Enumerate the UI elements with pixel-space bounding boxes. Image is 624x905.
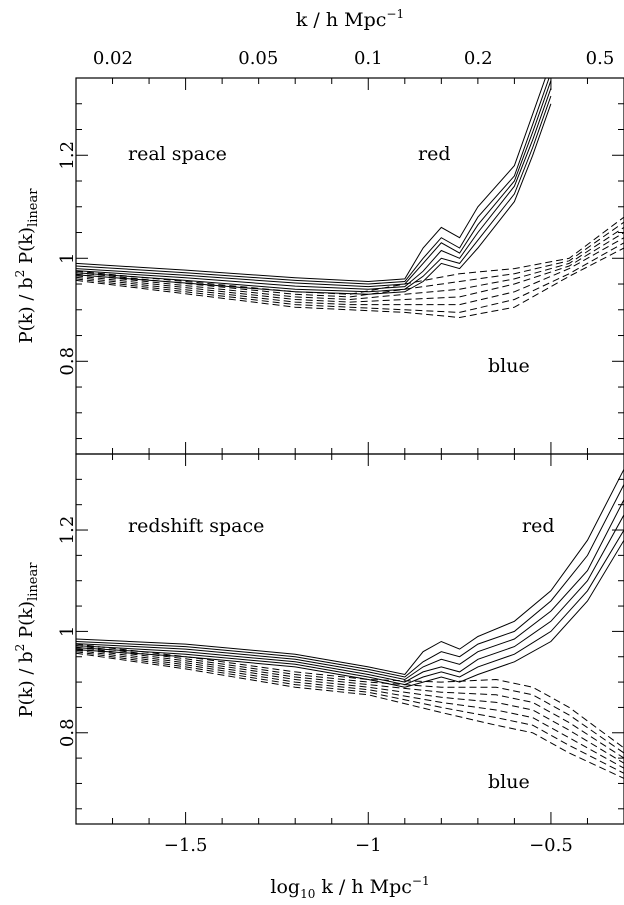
bottom-blue-series-line [76,643,624,749]
bottom-panel-lines [76,468,624,779]
bottom-red-series-line [76,499,624,681]
top-panel-annotation: real space [128,143,227,165]
k-tick-label-4: 0.5 [586,48,615,69]
bottom-y-tick-label-1: 1 [57,626,78,637]
bottom-blue-series-line [76,645,624,754]
bottom-y-tick-label-2: 1.2 [57,516,78,545]
bottom-y-tick-labels: 0.8 1 1.2 [57,516,78,747]
bottom-blue-label: blue [488,771,530,793]
k-tick-label-0: 0.02 [93,48,133,69]
top-blue-series-line [76,221,624,298]
top-axis-label: k / h Mpc−1 [296,7,404,31]
bottom-blue-series-line [76,651,624,774]
top-k-tick-labels: 0.02 0.05 0.1 0.2 0.5 [93,48,614,69]
top-panel-ticks [75,77,624,454]
top-blue-series-line [76,226,624,301]
bottom-red-series-line [76,484,624,678]
top-blue-label: blue [488,355,530,377]
top-y-axis-label: P(k) / b2 P(k)linear [13,188,41,344]
top-blue-series-line [76,232,624,303]
top-red-series-line [76,78,546,283]
top-red-series-line [76,78,550,285]
x-tick-label-2: −0.5 [529,835,573,856]
top-blue-series-line [76,237,624,306]
bottom-panel-annotation: redshift space [128,515,264,537]
top-blue-series-line [76,242,624,313]
bottom-red-label: red [522,515,555,537]
bottom-red-series-line [76,468,624,676]
top-blue-series-line [76,216,624,295]
bottom-blue-series-line [76,648,624,764]
bottom-panel-ticks [75,453,624,824]
bottom-x-tick-labels: −1.5 −1 −0.5 [164,835,573,856]
bottom-blue-series-line [76,649,624,769]
top-panel-lines [76,78,624,319]
top-blue-series-line [76,247,624,319]
bottom-red-series-line [76,514,624,683]
x-tick-label-0: −1.5 [164,835,208,856]
bottom-blue-series-line [76,646,624,759]
bottom-panel-frame [75,453,624,825]
top-y-tick-label-1: 1 [57,253,78,264]
top-red-series-line [76,80,552,288]
k-tick-label-1: 0.05 [238,48,278,69]
top-y-tick-label-2: 1.2 [57,141,78,170]
bottom-red-series-line [76,539,624,688]
x-tick-label-1: −1 [355,835,382,856]
top-red-label: red [418,143,451,165]
top-red-series-line [76,103,552,295]
top-panel: real space red blue 0.8 1 1.2 P(k) / b2 … [13,77,624,455]
top-y-tick-labels: 0.8 1 1.2 [57,141,78,376]
bottom-panel: redshift space red blue 0.8 1 1.2 −1.5 −… [13,453,624,856]
top-y-tick-label-0: 0.8 [57,347,78,376]
bottom-red-series-line [76,529,624,686]
k-tick-label-2: 0.1 [354,48,383,69]
top-panel-frame [75,77,624,455]
k-tick-label-3: 0.2 [464,48,493,69]
top-red-series-line [76,95,552,293]
bottom-blue-series-line [76,652,624,779]
bottom-y-axis-label: P(k) / b2 P(k)linear [13,562,41,718]
bottom-y-tick-label-0: 0.8 [57,718,78,747]
top-red-series-line [76,88,552,290]
bottom-axis-label: log10 k / h Mpc−1 [270,874,429,901]
